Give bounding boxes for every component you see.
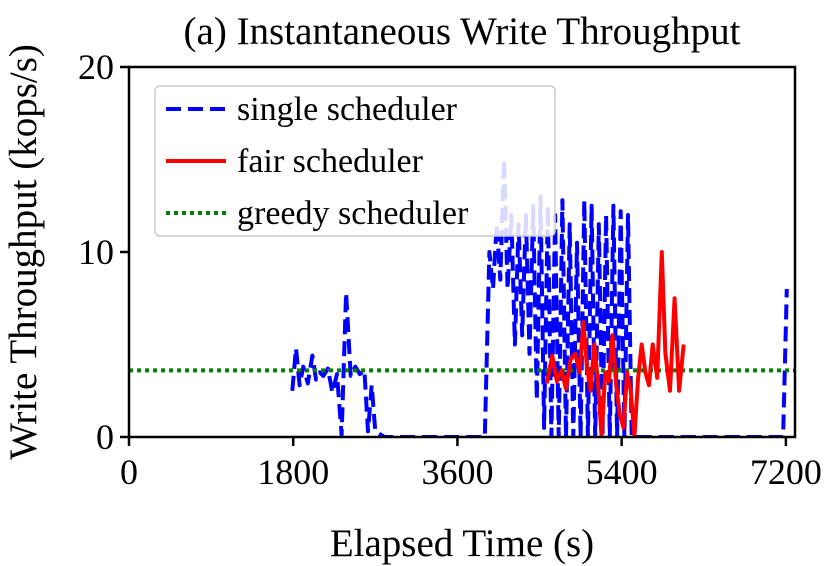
legend: single scheduler fair scheduler greedy s… <box>154 85 556 237</box>
x-axis: 0 1800 3600 5400 7200 <box>120 437 822 492</box>
legend-box <box>154 85 556 237</box>
y-axis: 0 10 20 <box>78 47 129 457</box>
x-tick-label: 1800 <box>257 452 329 492</box>
x-axis-label: Elapsed Time (s) <box>330 522 594 565</box>
chart-title: (a) Instantaneous Write Throughput <box>184 10 741 53</box>
legend-label-greedy: greedy scheduler <box>237 195 469 232</box>
y-axis-label: Write Throughput (kops/s) <box>2 44 45 460</box>
x-tick-label: 3600 <box>421 452 493 492</box>
y-tick-label: 10 <box>78 232 114 272</box>
series-layer <box>129 157 795 437</box>
y-tick-label: 0 <box>96 417 114 457</box>
x-tick-label: 7200 <box>750 452 822 492</box>
legend-label-fair: fair scheduler <box>237 143 424 180</box>
x-tick-label: 5400 <box>586 452 658 492</box>
y-tick-label: 20 <box>78 47 114 87</box>
series-line-fair-scheduler <box>544 250 686 437</box>
x-tick-label: 0 <box>120 452 138 492</box>
legend-label-single: single scheduler <box>237 91 458 128</box>
